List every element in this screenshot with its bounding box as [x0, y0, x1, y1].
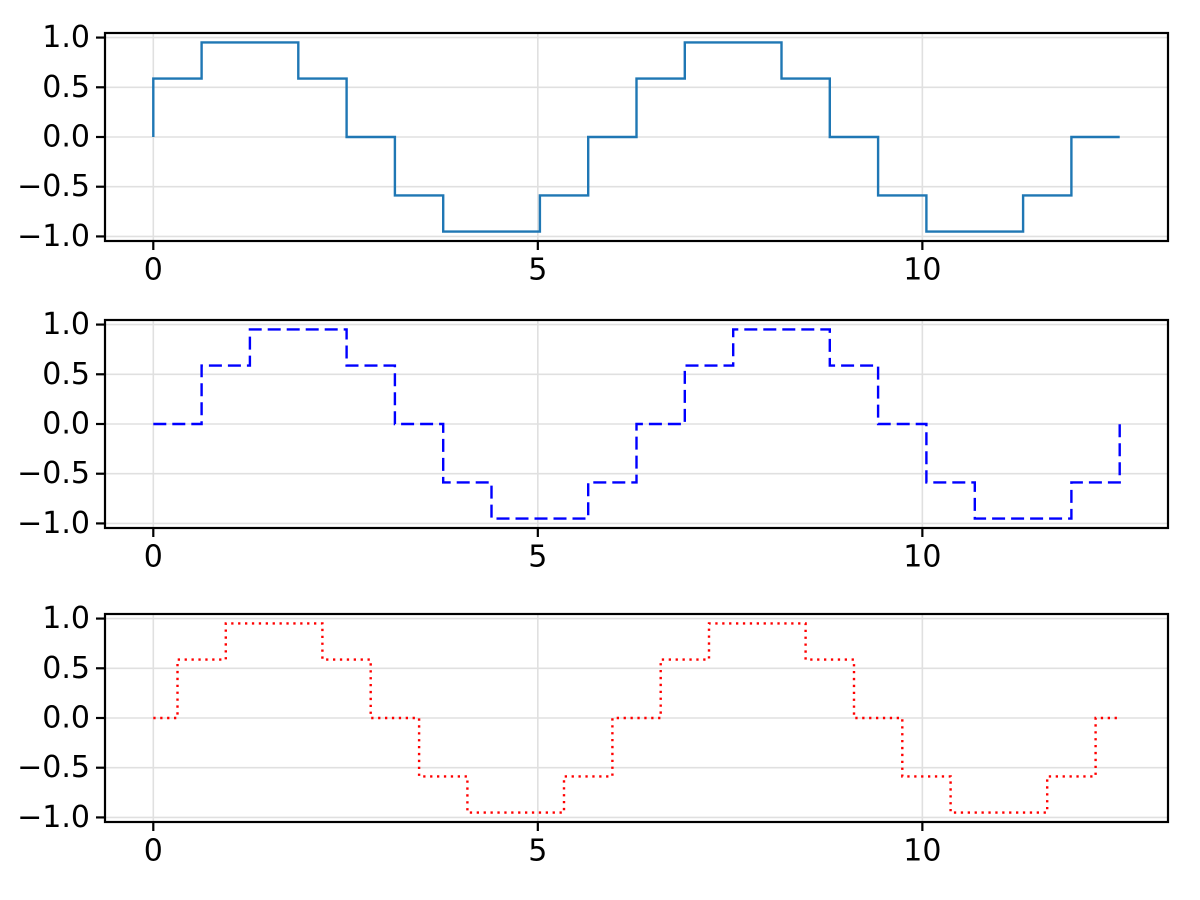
- step-line-middle: [153, 328, 1121, 520]
- y-tick-label: 0.0: [42, 407, 90, 442]
- x-tick-label: 10: [903, 540, 941, 575]
- y-tick-label: 0.5: [42, 70, 90, 105]
- y-tick-label: −1.0: [17, 219, 90, 254]
- x-tick-label: 5: [528, 834, 547, 869]
- y-tick-label: −0.5: [17, 456, 90, 491]
- x-tick-label: 0: [144, 834, 163, 869]
- y-tick-label: 0.0: [42, 120, 90, 155]
- y-tick-label: 0.5: [42, 651, 90, 686]
- axes-spines: [103, 612, 1170, 824]
- y-tick-label: 0.5: [42, 357, 90, 392]
- x-tick-label: 5: [528, 253, 547, 288]
- subplot-top: 0 5 10 1.0 0.5 0.0 −0.5 −1.0: [17, 20, 1170, 288]
- y-tick-label: −0.5: [17, 750, 90, 785]
- x-tick-label: 10: [903, 834, 941, 869]
- x-tick-label: 0: [144, 253, 163, 288]
- y-tick-label: −0.5: [17, 169, 90, 204]
- y-tick-label: 1.0: [42, 601, 90, 636]
- y-tick-label: 0.0: [42, 701, 90, 736]
- subplot-middle: 0 5 10 1.0 0.5 0.0 −0.5 −1.0: [17, 307, 1170, 575]
- axes-spines: [103, 31, 1170, 243]
- y-tick-label: 1.0: [42, 20, 90, 55]
- x-tick-label: 0: [144, 540, 163, 575]
- axes-spines: [103, 318, 1170, 530]
- y-tick-label: −1.0: [17, 506, 90, 541]
- y-tick-label: −1.0: [17, 800, 90, 835]
- x-tick-label: 5: [528, 540, 547, 575]
- step-line-top: [152, 41, 1120, 233]
- step-line-bottom: [153, 622, 1120, 814]
- y-tick-label: 1.0: [42, 307, 90, 342]
- subplot-bottom: 0 5 10 1.0 0.5 0.0 −0.5 −1.0: [17, 601, 1170, 869]
- x-tick-label: 10: [903, 253, 941, 288]
